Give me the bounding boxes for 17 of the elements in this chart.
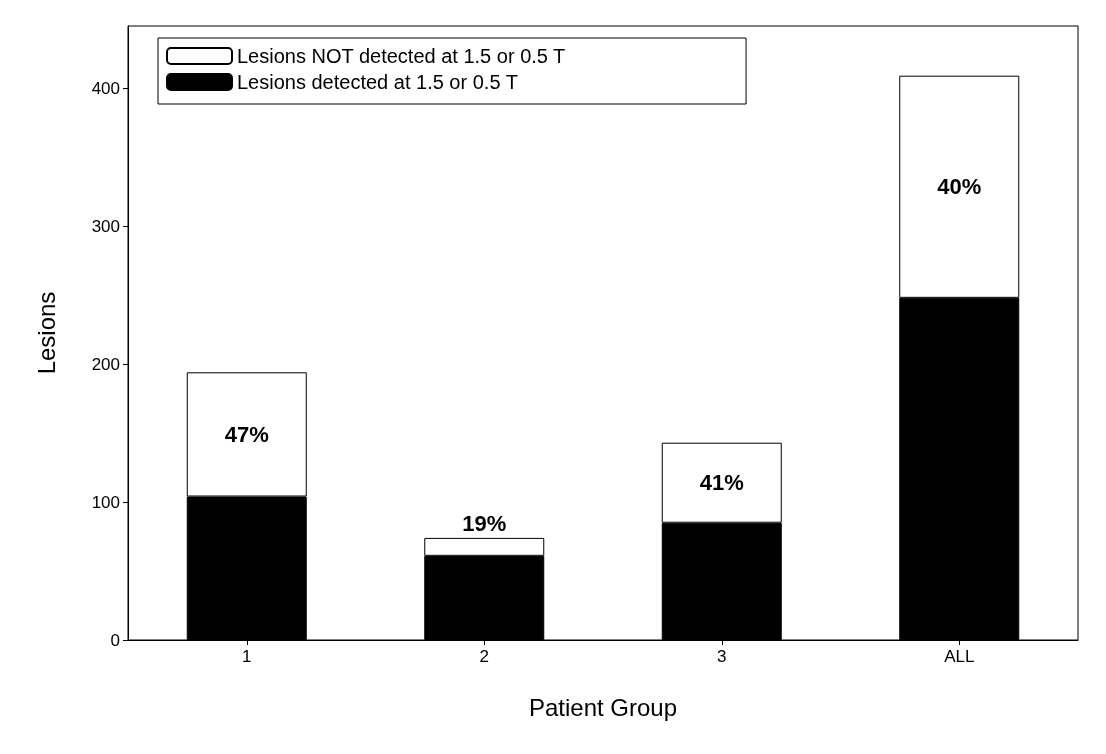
- annotation: 47%: [224, 421, 269, 447]
- y-tick-label: 0: [110, 630, 120, 650]
- legend-label: Lesions detected at 1.5 or 0.5 T: [237, 71, 518, 93]
- y-tick-label: 100: [91, 492, 120, 512]
- legend-label: Lesions NOT detected at 1.5 or 0.5 T: [237, 45, 566, 67]
- annotation: 19%: [462, 511, 507, 537]
- y-tick-label: 200: [91, 354, 120, 374]
- x-tick-label: 1: [242, 647, 252, 666]
- x-tick-label: 3: [717, 647, 727, 666]
- x-axis-title: Patient Group: [528, 693, 678, 721]
- y-axis-title: Lesions: [32, 291, 60, 375]
- y-tick-label: 300: [91, 216, 120, 236]
- annotation: 41%: [699, 470, 744, 496]
- x-tick-label: 2: [479, 647, 489, 666]
- y-tick-label: 400: [91, 78, 120, 98]
- x-tick-label: ALL: [944, 647, 975, 666]
- annotation: 40%: [937, 174, 982, 200]
